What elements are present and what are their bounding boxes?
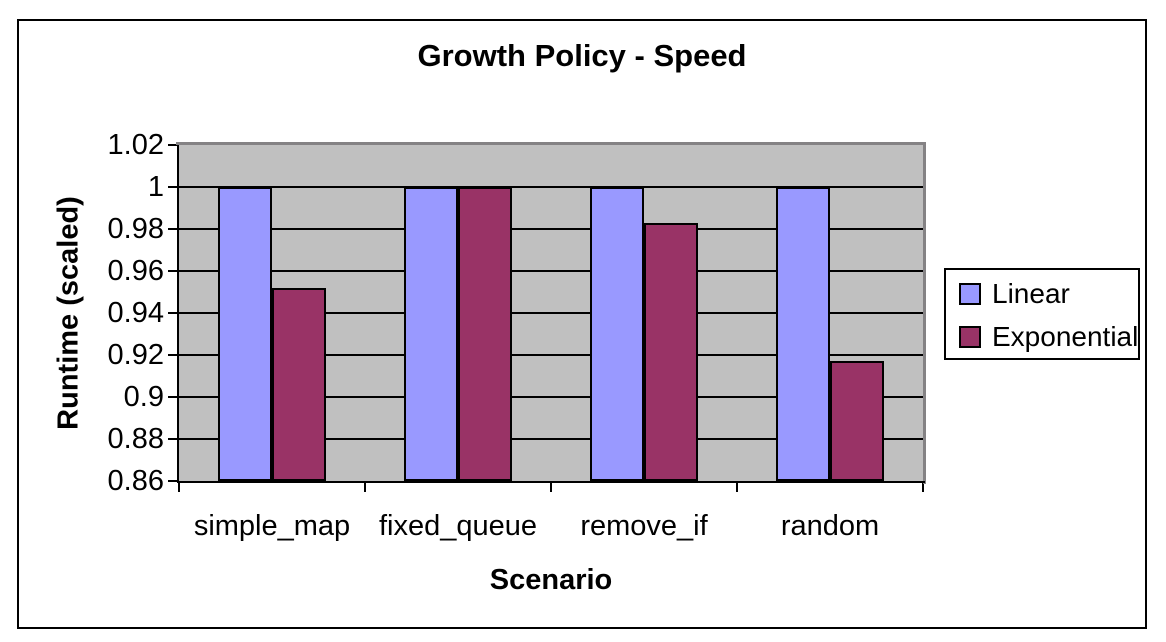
gridline [179,228,923,230]
y-axis-tick [168,438,179,440]
x-axis-category-label: fixed_queue [378,510,538,542]
chart-title: Growth Policy - Speed [417,38,747,73]
legend-swatch-icon [959,325,981,348]
bar-exponential-random [830,361,884,481]
x-axis-line [177,481,925,483]
bar-linear-random [776,187,830,481]
gridline [179,354,923,356]
bar-linear-remove_if [590,187,644,481]
legend: Linear Exponential [944,268,1140,360]
gridline [179,396,923,398]
y-axis-tick-label: 0.94 [107,297,164,329]
legend-label: Linear [992,277,1070,309]
y-axis-tick-label: 0.92 [107,339,164,371]
x-axis-category-label: random [780,510,880,542]
bar-exponential-simple_map [272,288,326,481]
y-axis-tick [168,144,179,146]
x-axis-tick [922,483,924,492]
x-axis-tick [178,483,180,492]
bar-exponential-fixed_queue [458,187,512,481]
y-axis-tick [168,270,179,272]
plot-area [179,145,923,481]
y-axis-line [177,145,179,483]
bar-linear-fixed_queue [404,187,458,481]
y-axis-tick-label: 0.86 [107,465,164,497]
y-axis-tick-label: 0.96 [107,255,164,287]
gridline [179,186,923,188]
y-axis-tick [168,228,179,230]
x-axis-tick [550,483,552,492]
x-axis-tick [736,483,738,492]
legend-item-exponential: Exponential [946,315,1138,358]
y-axis-tick [168,480,179,482]
x-axis-category-label: remove_if [580,510,708,542]
y-axis-tick-label: 1 [147,171,164,203]
gridline [179,312,923,314]
plot-border-right [923,142,926,484]
legend-item-linear: Linear [946,272,1138,315]
y-axis-tick [168,312,179,314]
x-axis-tick [364,483,366,492]
y-axis-tick [168,186,179,188]
bar-linear-simple_map [218,187,272,481]
bar-exponential-remove_if [644,223,698,481]
x-axis-title: Scenario [489,564,613,596]
y-axis-tick-label: 1.02 [107,129,164,161]
legend-label: Exponential [992,320,1139,352]
x-axis-category-label: simple_map [193,510,351,542]
legend-swatch-icon [959,282,981,305]
y-axis-tick [168,354,179,356]
gridline [179,438,923,440]
gridline [179,270,923,272]
y-axis-tick-label: 0.98 [107,213,164,245]
y-axis-tick-label: 0.88 [107,423,164,455]
y-axis-tick-label: 0.9 [123,381,164,413]
plot-border-top [176,142,926,145]
y-axis-tick [168,396,179,398]
